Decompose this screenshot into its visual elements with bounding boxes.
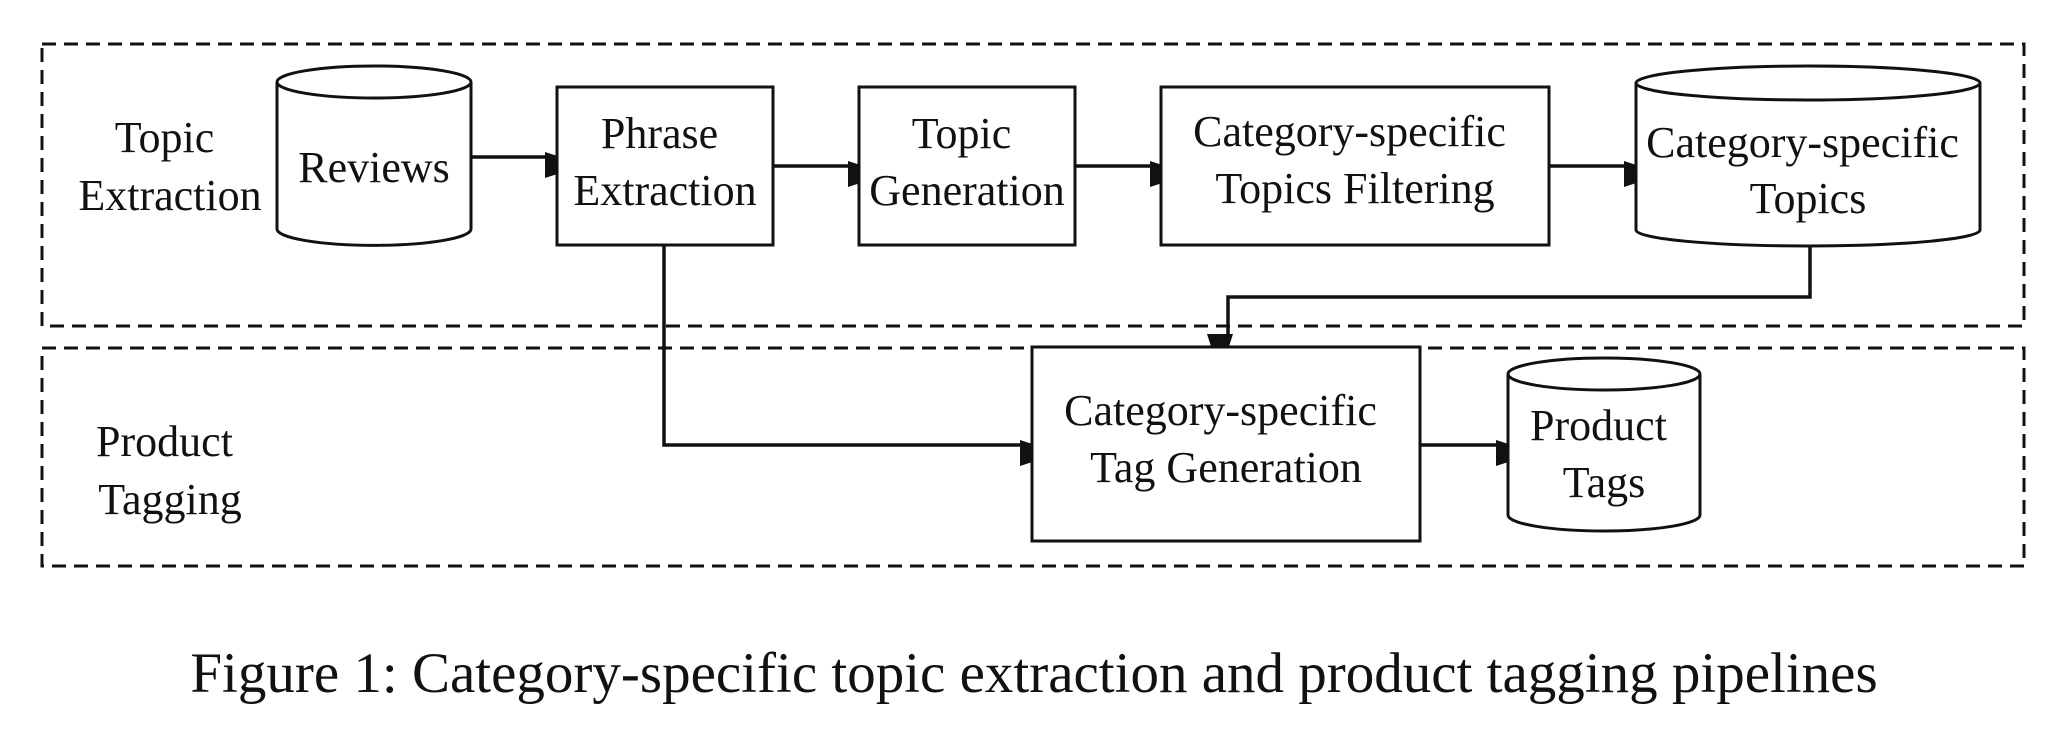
edge-category-topics-to-tag-generation (1207, 244, 1812, 374)
category-topics-datastore: Category-specific Topics (1634, 64, 1982, 248)
topics-filtering-box: Category-specific Topics Filtering (1159, 85, 1551, 247)
topic-generation-label: Topic Generation (869, 109, 1064, 215)
topic-generation-box: Topic Generation (857, 85, 1077, 247)
topic-extraction-group (40, 42, 2026, 328)
topics-filtering-label: Category-specific Topics Filtering (1193, 107, 1517, 213)
topic-extraction-label: Topic Extraction (78, 113, 261, 220)
reviews-datastore: Reviews (275, 64, 473, 247)
phrase-extraction-label: Phrase Extraction (573, 109, 756, 215)
product-tagging-label: Product Tagging (96, 417, 244, 524)
edge-phrase-extraction-to-tag-generation (662, 246, 1060, 466)
category-topics-label: Category-specific Topics (1646, 118, 1970, 223)
figure-caption: Figure 1: Category-specific topic extrac… (190, 642, 1877, 705)
product-tags-datastore: Product Tags (1506, 356, 1702, 533)
tag-generation-label: Category-specific Tag Generation (1064, 386, 1388, 492)
product-tags-label: Product Tags (1530, 401, 1678, 507)
reviews-label: Reviews (298, 143, 450, 192)
tag-generation-box: Category-specific Tag Generation (1030, 345, 1422, 543)
phrase-extraction-box: Phrase Extraction (555, 85, 775, 247)
